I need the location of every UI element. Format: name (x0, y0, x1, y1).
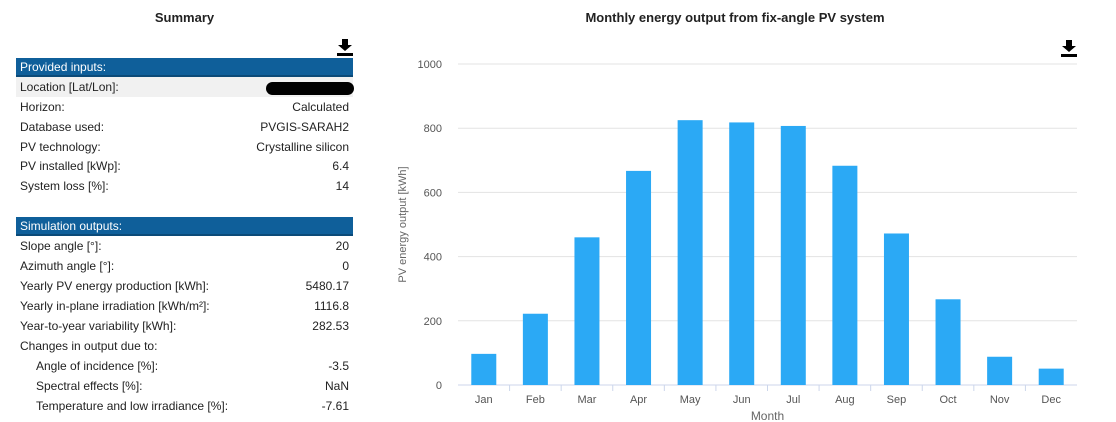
row-system-loss: System loss [%]: 14 (16, 176, 353, 196)
y-axis-title: PV energy output [kWh] (397, 166, 409, 282)
row-value: Crystalline silicon (256, 140, 349, 154)
row-yearly-irradiation: Yearly in-plane irradiation [kWh/m²]: 11… (16, 296, 353, 316)
row-spectral-effects: Spectral effects [%]: NaN (16, 376, 353, 396)
y-tick-label: 400 (424, 252, 442, 264)
row-slope-angle: Slope angle [°]: 20 (16, 236, 353, 256)
row-label: Azimuth angle [°]: (20, 259, 115, 273)
y-tick-label: 600 (424, 187, 442, 199)
row-label: Spectral effects [%]: (36, 379, 143, 393)
row-label: Horizon: (20, 100, 65, 114)
y-tick-label: 0 (436, 380, 442, 392)
simulation-outputs-header: Simulation outputs: (16, 217, 353, 236)
row-label: Year-to-year variability [kWh]: (20, 319, 177, 333)
row-value: -3.5 (328, 359, 349, 373)
bar-feb (522, 313, 548, 385)
row-label: Yearly PV energy production [kWh]: (20, 279, 209, 293)
x-tick-label: Jul (786, 394, 800, 406)
row-value: PVGIS-SARAH2 (260, 120, 349, 134)
row-label: Location [Lat/Lon]: (20, 80, 119, 94)
x-tick-label: May (680, 394, 701, 406)
row-label: PV installed [kWp]: (20, 159, 121, 173)
x-axis-title: Month (751, 409, 784, 422)
row-label: Database used: (20, 120, 105, 134)
x-tick-label: Apr (630, 394, 647, 406)
x-tick-label: Jun (733, 394, 751, 406)
bar-mar (574, 237, 600, 385)
row-temperature-irradiance: Temperature and low irradiance [%]: -7.6… (16, 396, 353, 416)
row-yearly-energy: Yearly PV energy production [kWh]: 5480.… (16, 276, 353, 296)
row-label: Angle of incidence [%]: (36, 359, 159, 373)
bar-aug (832, 165, 858, 385)
row-label: Changes in output due to: (20, 339, 158, 353)
y-tick-label: 200 (424, 316, 442, 328)
row-value: 1116.8 (314, 299, 349, 313)
row-value: 5480.17 (305, 279, 349, 293)
x-tick-label: Nov (990, 394, 1010, 406)
provided-inputs-header: Provided inputs: (16, 58, 353, 77)
row-value: Calculated (292, 100, 349, 114)
chart-download-icon[interactable] (1060, 39, 1078, 57)
bar-nov (987, 356, 1013, 385)
row-horizon: Horizon: Calculated (16, 97, 353, 117)
row-label: Slope angle [°]: (20, 239, 102, 253)
row-variability: Year-to-year variability [kWh]: 282.53 (16, 316, 353, 336)
row-label: Yearly in-plane irradiation [kWh/m²]: (20, 299, 210, 313)
bar-jul (780, 125, 806, 385)
x-tick-label: Feb (526, 394, 545, 406)
chart-title: Monthly energy output from fix-angle PV … (585, 10, 885, 25)
x-tick-label: Jan (475, 394, 493, 406)
row-angle-incidence: Angle of incidence [%]: -3.5 (16, 356, 353, 376)
x-tick-label: Mar (577, 394, 596, 406)
x-tick-label: Aug (835, 394, 855, 406)
bar-may (677, 120, 703, 386)
row-value: 20 (335, 239, 349, 253)
row-label: Temperature and low irradiance [%]: (36, 399, 229, 413)
bar-jun (729, 122, 755, 385)
row-label: System loss [%]: (20, 179, 109, 193)
monthly-energy-bar-chart: 0 200 400 600 800 1000 Jan Feb Mar Apr May Jun Jul Au… (397, 59, 1077, 422)
row-pv-technology: PV technology: Crystalline silicon (16, 137, 353, 157)
bar-dec (1038, 368, 1064, 385)
row-database: Database used: PVGIS-SARAH2 (16, 117, 353, 137)
y-tick-label: 1000 (418, 59, 442, 71)
x-tick-label: Dec (1041, 394, 1061, 406)
row-label: PV technology: (20, 140, 101, 154)
bar-apr (626, 170, 652, 385)
y-tick-label: 800 (424, 123, 442, 135)
row-value: 282.53 (312, 319, 349, 333)
row-pv-installed: PV installed [kWp]: 6.4 (16, 156, 353, 176)
bar-sep (883, 233, 909, 385)
bar-oct (935, 299, 961, 385)
row-value: -7.61 (321, 399, 349, 413)
row-value: NaN (324, 379, 349, 393)
x-tick-label: Sep (887, 394, 907, 406)
bar-jan (471, 353, 497, 385)
row-value: 0 (342, 259, 349, 273)
row-azimuth-angle: Azimuth angle [°]: 0 (16, 256, 353, 276)
redaction-mark (266, 82, 354, 95)
row-value: 14 (335, 179, 349, 193)
row-value: 6.4 (332, 159, 349, 173)
row-changes-heading: Changes in output due to: (16, 336, 353, 356)
download-icon[interactable] (336, 38, 354, 56)
x-tick-label: Oct (939, 394, 956, 406)
summary-title: Summary (154, 10, 215, 25)
